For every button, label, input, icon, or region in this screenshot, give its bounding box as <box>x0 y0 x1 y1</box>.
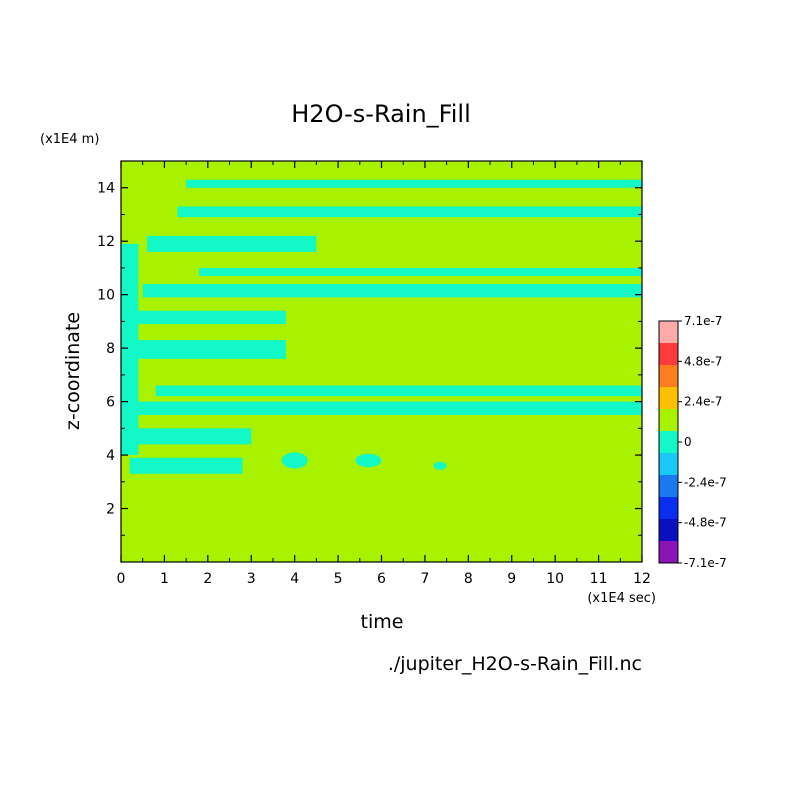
x-tick-label: 6 <box>377 571 386 587</box>
contour-band-5 <box>134 310 286 325</box>
contour-band-11 <box>121 243 139 456</box>
x-tick-label: 2 <box>203 571 212 587</box>
source-file-label: ./jupiter_H2O-s-Rain_Fill.nc <box>388 653 642 675</box>
x-tick-label: 3 <box>247 571 256 587</box>
colorbar-segment <box>659 541 678 564</box>
colorbar-label: -4.8e-7 <box>684 516 727 530</box>
x-tick-label: 10 <box>546 571 564 587</box>
x-tick-label: 8 <box>464 571 473 587</box>
contour-band-2 <box>147 235 317 252</box>
colorbar-segment <box>659 409 678 432</box>
y-unit-label: (x1E4 m) <box>40 132 99 147</box>
colorbar-segment <box>659 475 678 498</box>
contour-blob-0 <box>281 452 308 469</box>
plot-background <box>121 161 642 562</box>
x-tick-label: 0 <box>117 571 126 587</box>
colorbar-segment <box>659 365 678 388</box>
colorbar-segment <box>659 497 678 520</box>
contour-band-7 <box>155 385 642 397</box>
colorbar-segment <box>659 343 678 366</box>
y-axis-ticks: 2 4 6 8 10 12 14 <box>97 181 642 536</box>
plot-area <box>121 161 642 562</box>
contour-band-6 <box>134 340 286 359</box>
colorbar-label: 2.4e-7 <box>684 395 722 409</box>
x-tick-label: 11 <box>590 571 608 587</box>
contour-regions <box>121 179 642 474</box>
contour-band-8 <box>138 401 642 415</box>
colorbar-segment <box>659 321 678 344</box>
x-axis-ticks: 0 1 2 3 4 5 6 7 8 9 10 11 12 <box>117 161 651 587</box>
contour-band-9 <box>129 428 252 445</box>
x-tick-label: 1 <box>160 571 169 587</box>
y-tick-label: 14 <box>97 181 115 197</box>
y-tick-label: 12 <box>97 234 115 250</box>
x-tick-label: 5 <box>334 571 343 587</box>
x-axis-label: time <box>361 611 404 633</box>
colorbar-segment <box>659 519 678 542</box>
colorbar-segment <box>659 431 678 454</box>
contour-blob-1 <box>355 453 382 468</box>
colorbar-segment <box>659 387 678 410</box>
x-tick-label: 9 <box>507 571 516 587</box>
contour-blob-2 <box>433 461 447 470</box>
y-tick-label: 8 <box>106 341 115 357</box>
x-unit-label: (x1E4 sec) <box>587 591 656 606</box>
colorbar-label: 7.1e-7 <box>684 314 722 328</box>
colorbar-segment <box>659 453 678 476</box>
x-tick-label: 12 <box>633 571 651 587</box>
y-tick-label: 6 <box>106 395 115 411</box>
contour-band-4 <box>142 283 642 298</box>
y-tick-label: 4 <box>106 448 115 464</box>
colorbar-label: 0 <box>684 435 692 449</box>
y-tick-label: 10 <box>97 288 115 304</box>
x-tick-label: 4 <box>290 571 299 587</box>
colorbar: 7.1e-7 4.8e-7 2.4e-7 0 -2.4e-7 -4.8e-7 -7.1e-7 <box>658 314 727 570</box>
colorbar-label: -7.1e-7 <box>684 556 727 570</box>
contour-band-1 <box>177 206 642 218</box>
y-tick-label: 2 <box>106 502 115 518</box>
colorbar-label: -2.4e-7 <box>684 475 727 489</box>
contour-band-3 <box>199 267 642 276</box>
chart-title: H2O-s-Rain_Fill <box>291 100 471 128</box>
x-tick-label: 7 <box>420 571 429 587</box>
contour-band-10 <box>129 457 243 474</box>
y-axis-label: z-coordinate <box>62 312 84 430</box>
contour-band-0 <box>186 179 642 188</box>
colorbar-label: 4.8e-7 <box>684 354 722 368</box>
